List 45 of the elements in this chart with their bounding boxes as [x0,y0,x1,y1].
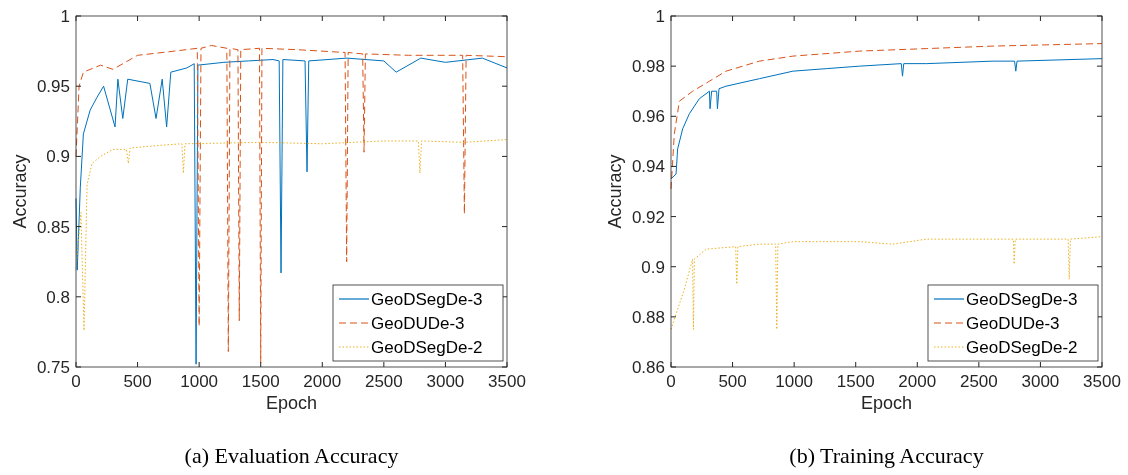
text: (a) Evaluation Accuracy [184,443,399,468]
y-tick-label: 0.98 [631,57,665,77]
x-tick-label: 3500 [488,372,526,391]
legend-label: GeoDUDe-3 [371,314,465,333]
y-tick-label: 0.9 [641,257,665,277]
y-axis-title: Accuracy [605,154,625,229]
y-tick-label: 1 [60,7,70,26]
legend-label: GeoDSegDe-2 [966,338,1078,357]
y-tick-label: 0.92 [631,207,665,227]
y-tick-label: 0.85 [36,217,70,237]
x-tick-label: 0 [666,372,676,391]
x-tick-label: 500 [718,372,747,391]
y-tick-label: 0.75 [36,358,70,377]
x-tick-label: 500 [123,372,152,391]
x-tick-label: 1000 [775,372,814,391]
x-tick-label: 2000 [303,372,342,391]
x-tick-label: 2500 [364,372,403,391]
y-tick-label: 1 [655,7,665,26]
line-series [670,236,1103,330]
text: (b) Training Accuracy [789,443,984,468]
y-tick-label: 0.95 [36,77,70,97]
x-tick-label: 2000 [898,372,937,391]
y-tick-label: 0.9 [46,147,70,167]
y-tick-label: 0.88 [631,307,665,327]
legend-label: GeoDSegDe-2 [371,338,483,357]
line-series [75,139,508,331]
y-tick-label: 0.8 [46,287,70,307]
x-tick-label: 2500 [959,372,998,391]
x-tick-label: 1500 [241,372,280,391]
x-tick-label: 3000 [426,372,465,391]
x-axis-title: Epoch [265,393,318,413]
line-series [670,58,1103,180]
y-tick-label: 0.96 [631,107,665,127]
x-tick-label: 1000 [180,372,219,391]
y-axis-title: Accuracy [10,154,30,229]
x-axis-title: Epoch [860,393,913,413]
x-tick-label: 0 [71,372,81,391]
x-tick-label: 3000 [1021,372,1060,391]
legend-label: GeoDSegDe-3 [371,290,483,309]
x-tick-label: 1500 [836,372,875,391]
legend-label: GeoDUDe-3 [966,314,1060,333]
y-tick-label: 0.86 [631,358,665,377]
y-tick-label: 0.94 [631,157,665,177]
legend-label: GeoDSegDe-3 [966,290,1078,309]
x-tick-label: 3500 [1083,372,1121,391]
